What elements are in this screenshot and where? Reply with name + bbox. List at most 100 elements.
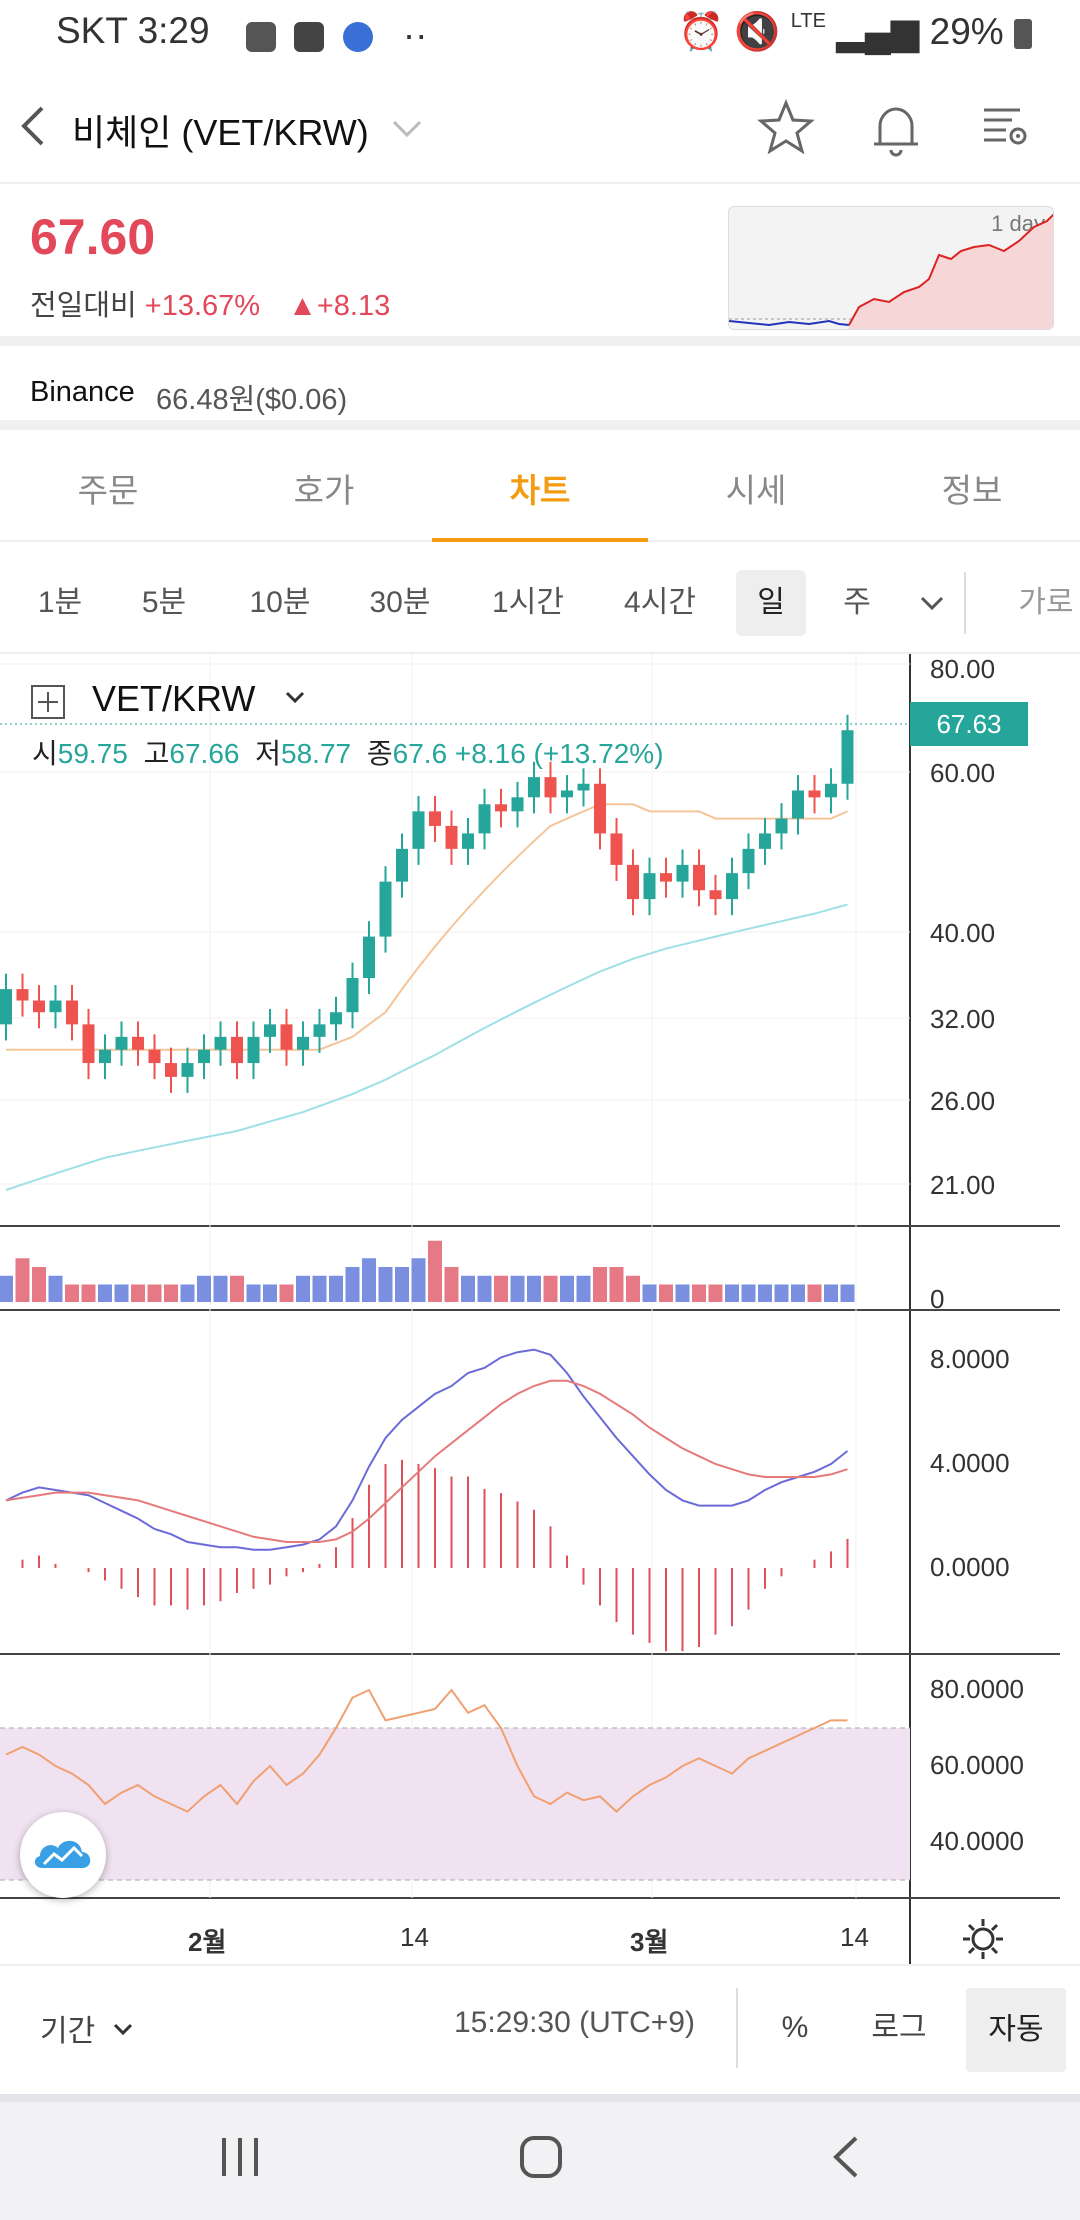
volume-bar bbox=[48, 1275, 63, 1302]
volume-bar bbox=[213, 1275, 228, 1302]
volume-bar bbox=[98, 1284, 112, 1302]
price-summary: 67.60 전일대비 +13.67% ▲+8.13 1 day bbox=[0, 186, 1080, 346]
volume-bar bbox=[444, 1267, 459, 1302]
candle-body bbox=[709, 890, 722, 900]
candle-body bbox=[148, 1049, 161, 1064]
candle-body bbox=[181, 1063, 194, 1077]
bell-icon[interactable] bbox=[868, 100, 924, 160]
tab-market[interactable]: 시세 bbox=[725, 472, 787, 509]
volume-bar bbox=[774, 1284, 789, 1302]
chart-settings-gear-icon[interactable] bbox=[958, 1914, 1008, 1964]
interval-week[interactable]: 주 bbox=[843, 586, 871, 619]
candle-body bbox=[594, 783, 606, 834]
last-price-tag: 67.63 bbox=[910, 702, 1028, 746]
volume-bar bbox=[411, 1258, 426, 1302]
chevron-down-icon[interactable] bbox=[390, 118, 424, 140]
volume-bar bbox=[807, 1284, 822, 1302]
chart-symbol[interactable]: VET/KRW bbox=[92, 678, 256, 719]
volume-bar bbox=[527, 1275, 541, 1302]
volume-bar bbox=[626, 1275, 640, 1302]
volume-tick-0: 0 bbox=[930, 1284, 945, 1314]
volume-bar bbox=[32, 1267, 46, 1302]
candle-body bbox=[33, 1000, 45, 1013]
candle-body bbox=[577, 783, 590, 791]
volume-bar bbox=[15, 1258, 30, 1302]
recent-apps-icon[interactable] bbox=[218, 2132, 262, 2182]
candle-body bbox=[445, 825, 458, 849]
volume-bar bbox=[246, 1284, 261, 1302]
log-scale-toggle[interactable]: 로그 bbox=[871, 2011, 927, 2044]
candle-body bbox=[627, 864, 639, 900]
volume-bar bbox=[180, 1284, 195, 1302]
mini-chart[interactable]: 1 day bbox=[728, 206, 1054, 330]
volume-bar bbox=[675, 1284, 690, 1302]
more-notifications-icon: ·· bbox=[402, 14, 428, 55]
chart-area[interactable]: VET/KRW 시59.75 고67.66 저58.77 종67.6 +8.16… bbox=[0, 654, 1080, 1964]
star-icon[interactable] bbox=[756, 98, 816, 158]
interval-1m[interactable]: 1분 bbox=[37, 586, 83, 619]
alarm-icon: ⏰ bbox=[678, 11, 725, 52]
candle-body bbox=[841, 730, 854, 784]
candle-body bbox=[528, 777, 540, 798]
drawing-tools-button[interactable] bbox=[20, 1812, 106, 1898]
ma-long-line bbox=[5, 903, 848, 1191]
main-tabs: 주문 호가 차트 시세 정보 bbox=[0, 440, 1080, 542]
chart-canvas[interactable] bbox=[0, 654, 1080, 1964]
volume-bar bbox=[593, 1267, 607, 1302]
volume-bar bbox=[230, 1275, 244, 1302]
interval-1h[interactable]: 1시간 bbox=[492, 586, 564, 619]
interval-30m[interactable]: 30분 bbox=[369, 586, 431, 619]
tab-order[interactable]: 주문 bbox=[77, 472, 139, 509]
page-title[interactable]: 비체인 (VET/KRW) bbox=[72, 112, 369, 153]
candle-body bbox=[742, 848, 755, 874]
tab-info[interactable]: 정보 bbox=[941, 472, 1003, 509]
tab-chart[interactable]: 차트 bbox=[432, 440, 648, 542]
exchange-price: 66.48원($0.06) bbox=[156, 384, 348, 416]
x-tick-mar: 3월 bbox=[630, 1927, 669, 1957]
interval-divider bbox=[964, 572, 966, 634]
interval-4h[interactable]: 4시간 bbox=[624, 586, 696, 619]
interval-more-chevron-icon[interactable] bbox=[918, 594, 946, 614]
volume-bar bbox=[461, 1275, 475, 1302]
candle-body bbox=[379, 881, 392, 937]
interval-5m[interactable]: 5분 bbox=[141, 586, 187, 619]
candle-body bbox=[396, 848, 408, 882]
back-icon[interactable] bbox=[14, 102, 50, 150]
okx-app-icon bbox=[294, 22, 325, 53]
symbol-chevron-icon[interactable] bbox=[284, 690, 306, 706]
network-label: LTE bbox=[790, 10, 826, 32]
period-chevron-icon[interactable] bbox=[112, 2022, 134, 2038]
home-icon[interactable] bbox=[516, 2132, 566, 2182]
status-bar: SKT 3:29 ·· ⏰ 🔇 LTE ▂▄▆ 29% bbox=[0, 0, 1080, 62]
interval-10m[interactable]: 10분 bbox=[249, 586, 311, 619]
volume-bar bbox=[725, 1284, 739, 1302]
x-tick-14b: 14 bbox=[840, 1922, 869, 1952]
add-indicator-icon[interactable] bbox=[30, 684, 66, 720]
tab-orderbook[interactable]: 호가 bbox=[293, 472, 355, 509]
exchange-name: Binance bbox=[30, 376, 135, 408]
volume-bar bbox=[197, 1275, 211, 1302]
change-percent: +13.67% bbox=[144, 290, 261, 322]
orientation-toggle[interactable]: 가로 bbox=[1018, 586, 1074, 619]
percent-scale-toggle[interactable]: % bbox=[781, 2011, 809, 2044]
rsi-band bbox=[0, 1728, 910, 1880]
auto-scale-toggle[interactable]: 자동 bbox=[966, 1988, 1066, 2072]
interval-bar: 1분 5분 10분 30분 1시간 4시간 일 주 가로 bbox=[0, 552, 1080, 654]
candle-body bbox=[792, 790, 804, 819]
macd-tick-4: 4.0000 bbox=[930, 1448, 1010, 1478]
price-tick-21: 21.00 bbox=[930, 1170, 996, 1200]
volume-bar bbox=[147, 1284, 162, 1302]
back-nav-icon[interactable] bbox=[826, 2132, 866, 2182]
settings-icon[interactable] bbox=[980, 102, 1030, 152]
volume-bar bbox=[81, 1284, 96, 1302]
volume-bar bbox=[692, 1284, 706, 1302]
chart-bottom-bar: 기간 15:29:30 (UTC+9) % 로그 자동 bbox=[0, 1964, 1080, 2088]
candle-body bbox=[478, 804, 491, 834]
battery-percent: 29% bbox=[929, 11, 1004, 52]
volume-bar bbox=[296, 1275, 310, 1302]
close-value: 67.6 bbox=[392, 738, 448, 769]
interval-day[interactable]: 일 bbox=[736, 570, 806, 636]
candle-body bbox=[0, 989, 12, 1025]
period-selector[interactable]: 기간 bbox=[40, 2006, 95, 2050]
candle-body bbox=[759, 833, 771, 849]
